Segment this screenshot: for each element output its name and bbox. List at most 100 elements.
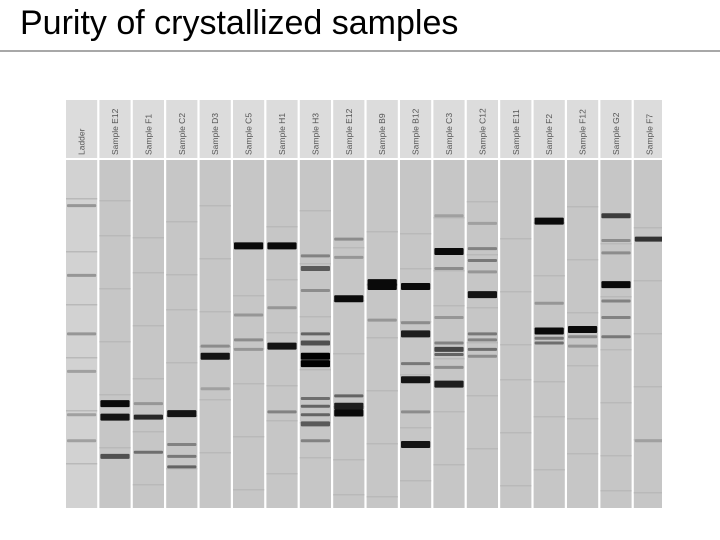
gel-lane: Sample E11 <box>500 100 532 508</box>
lane-texture <box>533 381 565 383</box>
lane-texture <box>600 349 632 351</box>
gel-band <box>100 413 130 421</box>
lane-label-box <box>600 100 632 158</box>
lane-texture <box>299 316 331 318</box>
gel-band <box>534 327 564 335</box>
lane-label: Sample G2 <box>611 112 621 155</box>
gel-band <box>67 369 97 373</box>
gel-lane: Sample B9 <box>366 100 398 508</box>
lane-texture <box>333 247 365 249</box>
lane-label: Sample F2 <box>544 114 554 155</box>
gel-band <box>300 360 330 368</box>
lane-label: Sample C12 <box>477 108 487 155</box>
lane-texture <box>466 342 498 344</box>
gel-band <box>334 295 364 303</box>
lane-texture <box>266 420 298 422</box>
gel-band <box>300 413 330 417</box>
lane-texture <box>132 272 164 274</box>
lane-label: Sample D3 <box>210 113 220 155</box>
gel-band <box>534 301 564 305</box>
lane-label: Sample E11 <box>511 109 521 155</box>
gel-band <box>467 332 497 336</box>
lane-texture <box>66 251 98 253</box>
lane-texture <box>500 344 532 346</box>
lane-texture <box>600 296 632 298</box>
lane-texture <box>500 379 532 381</box>
lane-label-box <box>166 100 198 158</box>
gel-band <box>167 410 197 418</box>
gel-band <box>200 387 230 391</box>
lane-texture <box>400 268 432 270</box>
lane-label: Sample F7 <box>644 114 654 155</box>
gel-band <box>434 346 464 352</box>
gel-band <box>601 281 631 289</box>
lane-texture <box>400 374 432 376</box>
gel-band <box>334 255 364 259</box>
gel-band <box>267 410 297 414</box>
lane-body <box>433 160 465 508</box>
lane-label: Sample E12 <box>110 108 120 155</box>
gel-band <box>401 321 431 325</box>
gel-lane: Sample C5 <box>233 100 265 508</box>
lane-texture <box>266 226 298 228</box>
gel-band <box>300 288 330 292</box>
lane-body <box>199 160 231 508</box>
lane-label-box <box>567 100 599 158</box>
lane-texture <box>466 307 498 309</box>
gel-lanes: Ladder Sample E12 Sample F1 Sample C2 Sample… <box>66 100 662 508</box>
lane-texture <box>266 473 298 475</box>
lane-label: Sample B9 <box>377 113 387 155</box>
lane-texture <box>66 463 98 465</box>
gel-band <box>434 214 464 218</box>
gel-band <box>300 266 330 272</box>
gel-band <box>601 316 631 320</box>
lane-texture <box>400 233 432 235</box>
gel-band <box>634 236 662 242</box>
gel-band <box>401 330 431 338</box>
lane-texture <box>166 274 198 276</box>
gel-band <box>434 267 464 271</box>
lane-label-box <box>99 100 131 158</box>
gel-band <box>467 270 497 274</box>
gel-band <box>401 362 431 366</box>
lane-texture <box>600 490 632 492</box>
lane-texture <box>533 416 565 418</box>
lane-texture <box>199 205 231 207</box>
lane-label: Sample C5 <box>244 113 254 155</box>
gel-lane: Sample H1 <box>266 100 298 508</box>
gel-band <box>300 332 330 336</box>
lane-texture <box>266 279 298 281</box>
gel-band <box>234 242 264 250</box>
gel-band <box>67 413 97 417</box>
lane-texture <box>633 333 662 335</box>
lane-texture <box>567 418 599 420</box>
lane-texture <box>433 464 465 466</box>
lane-texture <box>333 353 365 355</box>
gel-band <box>234 313 264 317</box>
lane-label: Sample H3 <box>310 113 320 155</box>
gel-band <box>401 410 431 414</box>
gel-band <box>367 318 397 322</box>
lane-label: Sample C2 <box>177 113 187 155</box>
lane-texture <box>500 432 532 434</box>
lane-texture <box>466 448 498 450</box>
gel-band <box>300 404 330 408</box>
lane-label-box <box>533 100 565 158</box>
gel-band <box>601 213 631 219</box>
gel-band <box>334 409 364 417</box>
gel-band <box>467 247 497 251</box>
lane-label-box <box>366 100 398 158</box>
lane-texture <box>99 235 131 237</box>
gel-band <box>67 273 97 277</box>
lane-texture <box>99 341 131 343</box>
gel-band <box>267 306 297 310</box>
gel-band <box>401 283 431 291</box>
lane-texture <box>333 459 365 461</box>
gel-band <box>133 414 163 420</box>
gel-band <box>200 352 230 360</box>
lane-label-box <box>266 100 298 158</box>
gel-lane: Sample F7 <box>633 100 662 508</box>
gel-band <box>534 336 564 340</box>
lane-texture <box>600 402 632 404</box>
gel-band <box>334 237 364 241</box>
